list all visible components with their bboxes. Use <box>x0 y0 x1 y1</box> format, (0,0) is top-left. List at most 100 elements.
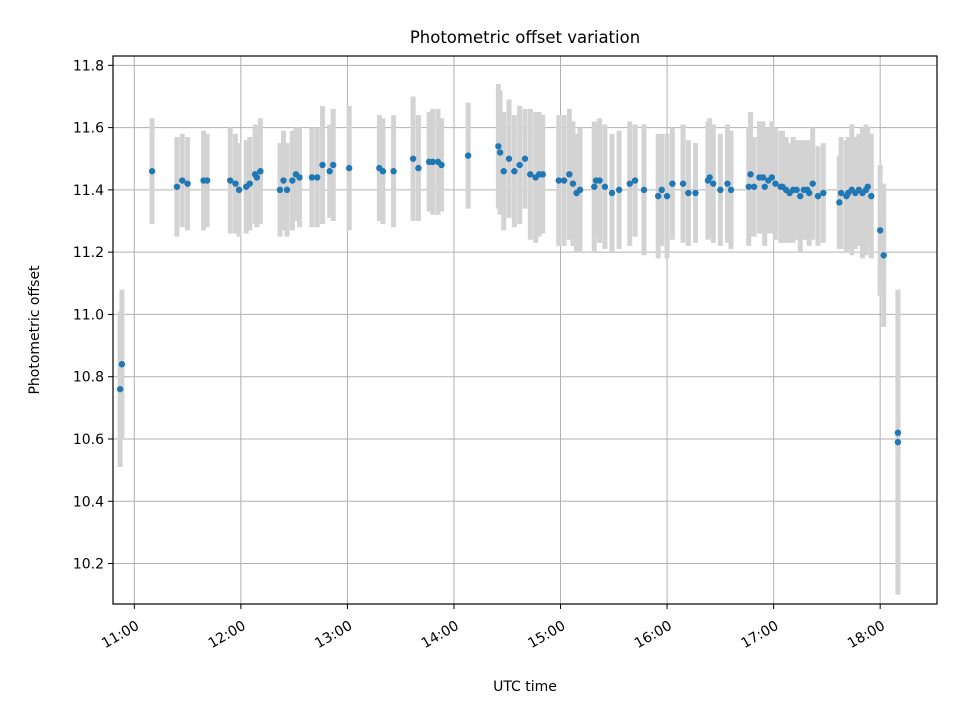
data-point <box>235 186 243 194</box>
data-point <box>692 189 699 197</box>
data-point <box>669 180 676 187</box>
data-point <box>326 168 333 175</box>
data-point <box>654 192 662 200</box>
data-point <box>566 171 573 178</box>
y-axis: 10.2 10.4 10.6 10.8 11.0 11.2 11.4 11.6 11.8 <box>73 58 113 573</box>
data-point <box>429 158 436 166</box>
data-point <box>438 161 445 169</box>
data-point <box>717 186 724 194</box>
y-tick-label: 10.4 <box>73 494 104 510</box>
y-tick-label: 11.4 <box>73 183 104 199</box>
data-point <box>640 186 648 194</box>
data-point <box>793 186 800 194</box>
plot-frame <box>112 55 938 605</box>
data-point <box>319 161 326 169</box>
chart-title: Photometric offset variation <box>410 28 640 47</box>
data-point <box>560 177 568 184</box>
data-point <box>179 177 186 184</box>
data-point <box>745 183 752 190</box>
data-point <box>727 186 735 194</box>
data-point <box>415 164 422 172</box>
data-point <box>289 177 296 184</box>
data-point <box>345 164 353 172</box>
data-point <box>521 155 529 162</box>
data-point <box>280 177 287 184</box>
data-point <box>797 192 804 200</box>
data-point <box>184 180 191 187</box>
data-point <box>253 174 261 181</box>
data-point <box>576 186 584 194</box>
data-point <box>710 180 717 187</box>
data-point <box>464 152 472 159</box>
data-point <box>232 180 239 187</box>
data-point <box>876 227 884 234</box>
data-point <box>837 189 845 197</box>
data-point <box>772 180 779 187</box>
data-point <box>569 180 577 187</box>
data-point <box>495 143 502 150</box>
data-point <box>516 161 523 169</box>
data-point <box>809 180 816 187</box>
data-point <box>148 168 156 175</box>
data-point <box>768 174 776 181</box>
data-point <box>500 168 507 175</box>
data-point <box>330 161 337 169</box>
data-point <box>814 192 822 200</box>
data-point <box>658 186 665 194</box>
data-point <box>555 177 562 184</box>
data-point <box>601 183 609 190</box>
y-tick-label: 11.2 <box>73 245 104 261</box>
data-point <box>173 183 181 190</box>
data-point <box>868 192 875 200</box>
data-point <box>864 183 871 190</box>
data-point <box>750 183 758 190</box>
data-point <box>276 186 284 194</box>
data-point <box>596 177 603 184</box>
data-point <box>257 168 264 175</box>
data-point <box>761 183 768 190</box>
data-point <box>314 174 321 181</box>
data-point <box>805 189 813 197</box>
data-point <box>706 174 713 181</box>
y-tick-label: 11.0 <box>73 307 104 323</box>
data-point <box>203 177 211 184</box>
data-point <box>663 192 671 200</box>
data-point <box>227 177 234 184</box>
data-point <box>409 155 417 162</box>
data-point <box>246 180 253 187</box>
data-point <box>894 429 902 436</box>
data-points <box>116 143 902 446</box>
data-point <box>631 177 639 184</box>
data-point <box>615 186 623 194</box>
data-point <box>308 174 316 181</box>
data-point <box>539 171 546 178</box>
data-point <box>505 155 513 162</box>
data-point <box>836 199 843 206</box>
data-point <box>591 183 598 190</box>
data-point <box>724 180 731 187</box>
data-point <box>496 149 504 156</box>
data-point <box>880 252 887 259</box>
x-axis-label: UTC time <box>493 679 557 695</box>
data-point <box>820 189 827 197</box>
data-point <box>296 174 303 181</box>
data-point <box>390 168 397 175</box>
data-point <box>608 189 616 197</box>
data-point <box>759 174 767 181</box>
data-point <box>118 361 126 368</box>
data-point <box>511 168 518 175</box>
y-axis-label: Photometric offset <box>27 265 43 395</box>
data-point <box>747 171 754 178</box>
y-tick-label: 10.8 <box>73 370 104 386</box>
data-point <box>379 168 387 175</box>
data-point <box>283 186 291 194</box>
data-point <box>626 180 633 187</box>
y-tick-label: 10.2 <box>73 557 104 573</box>
data-point <box>685 189 692 197</box>
data-point <box>894 438 902 446</box>
y-tick-label: 11.8 <box>73 58 104 74</box>
data-point <box>679 180 687 187</box>
y-tick-label: 10.6 <box>73 432 104 448</box>
